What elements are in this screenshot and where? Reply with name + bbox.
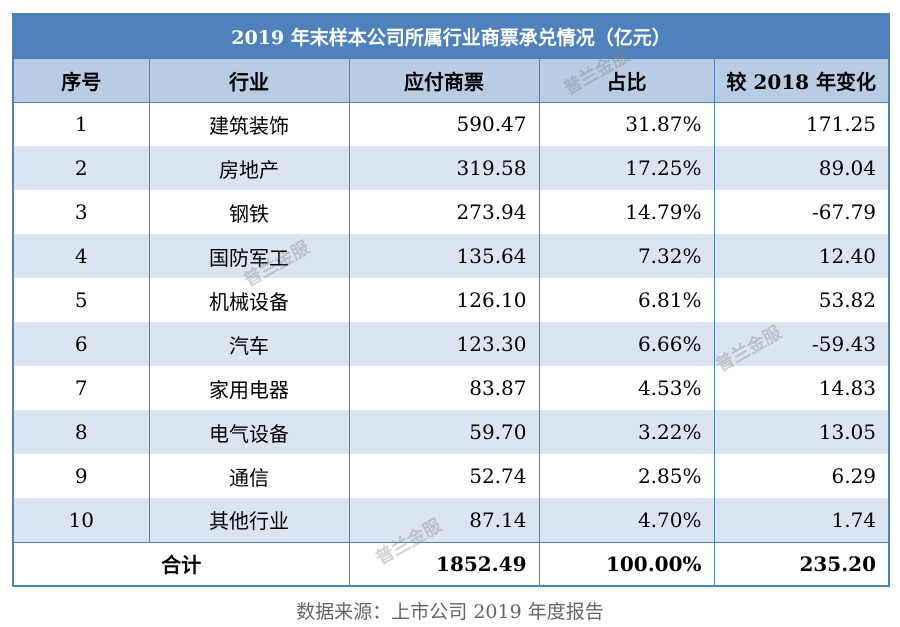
table-row: 9 通信 52.74 2.85% 6.29 <box>12 454 890 498</box>
table-row: 5 机械设备 126.10 6.81% 53.82 <box>12 278 890 322</box>
table-row: 2 房地产 319.58 17.25% 89.04 <box>12 146 890 190</box>
total-share: 100.00% <box>538 541 715 587</box>
change-cell: 1.74 <box>713 498 890 542</box>
table-row: 7 家用电器 83.87 4.53% 14.83 <box>12 366 890 410</box>
industry-cell: 通信 <box>148 454 350 498</box>
table-row: 10 其他行业 87.14 4.70% 1.74 <box>12 498 890 542</box>
change-cell: 14.83 <box>713 366 890 410</box>
industry-cell: 电气设备 <box>148 410 350 454</box>
payable-cell: 83.87 <box>348 366 540 410</box>
table-row: 8 电气设备 59.70 3.22% 13.05 <box>12 410 890 454</box>
row-number-cell: 7 <box>12 366 150 410</box>
table-body: 1 建筑装饰 590.47 31.87% 171.25 2 房地产 319.58 17.25% 8… <box>12 102 890 542</box>
change-cell: 12.40 <box>713 234 890 278</box>
total-change: 235.20 <box>713 541 890 587</box>
row-number-cell: 8 <box>12 410 150 454</box>
change-cell: 6.29 <box>713 454 890 498</box>
total-label: 合计 <box>12 541 350 587</box>
change-cell: -59.43 <box>713 322 890 366</box>
industry-cell: 房地产 <box>148 146 350 190</box>
share-cell: 3.22% <box>538 410 715 454</box>
header-share: 占比 <box>538 57 715 103</box>
industry-cell: 钢铁 <box>148 190 350 234</box>
total-row: 合计 1852.49 100.00% 235.20 <box>12 541 890 587</box>
industry-cell: 机械设备 <box>148 278 350 322</box>
data-source-note: 数据来源：上市公司 2019 年度报告 <box>296 601 604 623</box>
header-change: 较 2018 年变化 <box>713 57 890 103</box>
payable-cell: 87.14 <box>348 498 540 542</box>
table-title-row: 2019 年末样本公司所属行业商票承兑情况（亿元） <box>12 13 890 59</box>
commercial-bill-table: 2019 年末样本公司所属行业商票承兑情况（亿元） 序号 行业 应付商票 占比 … <box>12 13 891 587</box>
share-cell: 6.81% <box>538 278 715 322</box>
row-number-cell: 6 <box>12 322 150 366</box>
change-cell: 171.25 <box>713 102 890 146</box>
row-number-cell: 1 <box>12 102 150 146</box>
payable-cell: 319.58 <box>348 146 540 190</box>
row-number-cell: 5 <box>12 278 150 322</box>
share-cell: 2.85% <box>538 454 715 498</box>
payable-cell: 52.74 <box>348 454 540 498</box>
change-cell: 89.04 <box>713 146 890 190</box>
row-number-cell: 9 <box>12 454 150 498</box>
payable-cell: 590.47 <box>348 102 540 146</box>
industry-cell: 家用电器 <box>148 366 350 410</box>
share-cell: 31.87% <box>538 102 715 146</box>
industry-cell: 建筑装饰 <box>148 102 350 146</box>
table-title: 2019 年末样本公司所属行业商票承兑情况（亿元） <box>12 13 890 59</box>
table-row: 3 钢铁 273.94 14.79% -67.79 <box>12 190 890 234</box>
share-cell: 14.79% <box>538 190 715 234</box>
row-number-cell: 10 <box>12 498 150 542</box>
header-industry: 行业 <box>148 57 350 103</box>
payable-cell: 123.30 <box>348 322 540 366</box>
table-row: 4 国防军工 135.64 7.32% 12.40 <box>12 234 890 278</box>
share-cell: 6.66% <box>538 322 715 366</box>
share-cell: 7.32% <box>538 234 715 278</box>
table-row: 6 汽车 123.30 6.66% -59.43 <box>12 322 890 366</box>
row-number-cell: 2 <box>12 146 150 190</box>
industry-cell: 其他行业 <box>148 498 350 542</box>
header-payable: 应付商票 <box>348 57 540 103</box>
share-cell: 4.70% <box>538 498 715 542</box>
commercial-bill-table-container: 2019 年末样本公司所属行业商票承兑情况（亿元） 序号 行业 应付商票 占比 … <box>12 13 891 587</box>
payable-cell: 59.70 <box>348 410 540 454</box>
change-cell: 13.05 <box>713 410 890 454</box>
table-row: 1 建筑装饰 590.47 31.87% 171.25 <box>12 102 890 146</box>
header-no: 序号 <box>12 57 150 103</box>
industry-cell: 国防军工 <box>148 234 350 278</box>
payable-cell: 126.10 <box>348 278 540 322</box>
industry-cell: 汽车 <box>148 322 350 366</box>
share-cell: 17.25% <box>538 146 715 190</box>
total-payable: 1852.49 <box>348 541 540 587</box>
share-cell: 4.53% <box>538 366 715 410</box>
payable-cell: 135.64 <box>348 234 540 278</box>
payable-cell: 273.94 <box>348 190 540 234</box>
table-header-row: 序号 行业 应付商票 占比 较 2018 年变化 <box>12 57 890 103</box>
change-cell: 53.82 <box>713 278 890 322</box>
change-cell: -67.79 <box>713 190 890 234</box>
row-number-cell: 4 <box>12 234 150 278</box>
row-number-cell: 3 <box>12 190 150 234</box>
